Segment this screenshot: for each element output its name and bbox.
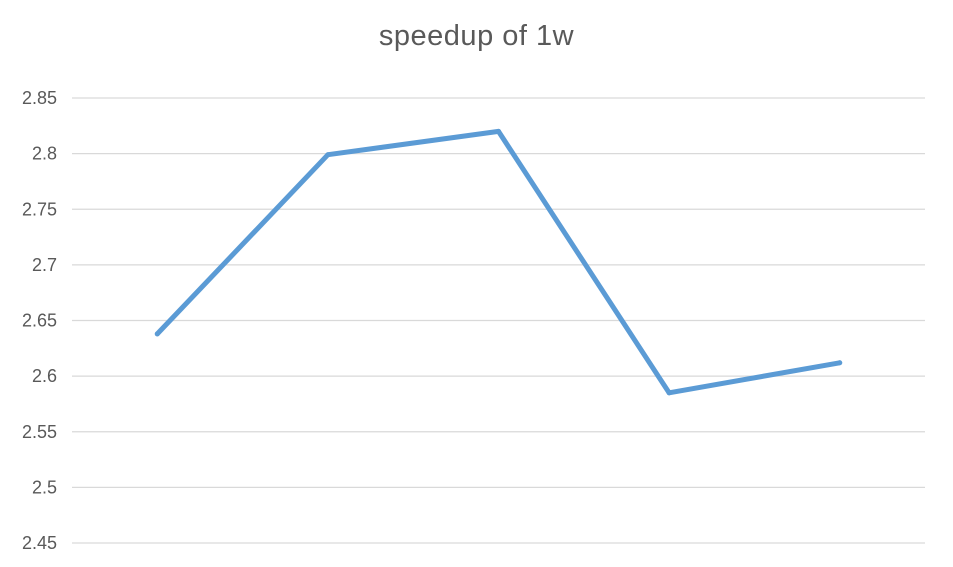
data-point <box>837 360 843 366</box>
data-point <box>154 331 160 337</box>
data-point <box>325 152 331 158</box>
data-point <box>496 128 501 134</box>
y-tick-label: 2.75 <box>22 199 57 219</box>
y-tick-label: 2.65 <box>22 311 57 331</box>
y-tick-label: 2.8 <box>32 144 57 164</box>
y-tick-label: 2.7 <box>32 255 57 275</box>
y-tick-label: 2.6 <box>32 366 57 386</box>
y-tick-label: 2.85 <box>22 88 57 108</box>
series-line <box>154 128 843 396</box>
y-tick-label: 2.5 <box>32 477 57 497</box>
y-tick-label: 2.45 <box>22 533 57 553</box>
chart-title: speedup of 1w <box>378 20 575 52</box>
data-point <box>666 390 672 396</box>
y-tick-label: 2.55 <box>22 422 57 442</box>
